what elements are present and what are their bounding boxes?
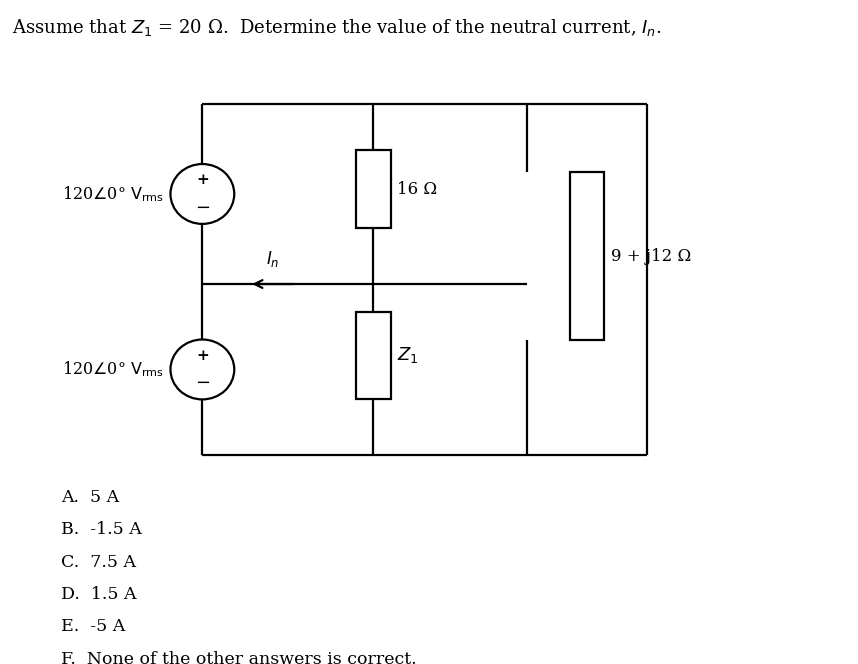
Text: Assume that $Z_1$ = 20 Ω.  Determine the value of the neutral current, $I_n$.: Assume that $Z_1$ = 20 Ω. Determine the … [12,17,662,38]
Text: 9 + j12 Ω: 9 + j12 Ω [611,248,692,264]
Text: C.  7.5 A: C. 7.5 A [61,554,136,570]
Text: D.  1.5 A: D. 1.5 A [61,586,136,603]
Text: −: − [195,199,210,216]
Text: E.  -5 A: E. -5 A [61,618,125,635]
Text: −: − [195,374,210,392]
Text: $Z_1$: $Z_1$ [397,345,419,365]
Ellipse shape [171,339,234,400]
Text: B.  -1.5 A: B. -1.5 A [61,521,142,539]
Text: A.  5 A: A. 5 A [61,489,119,506]
Text: $I_n$: $I_n$ [266,248,280,268]
Text: F.  None of the other answers is correct.: F. None of the other answers is correct. [61,651,417,664]
Text: 120$\angle$0° $\mathrm{V_{rms}}$: 120$\angle$0° $\mathrm{V_{rms}}$ [62,184,164,204]
Text: 16 Ω: 16 Ω [397,181,438,198]
Text: +: + [196,349,208,363]
Bar [570,172,604,340]
Bar [356,151,390,228]
Text: +: + [196,173,208,187]
Ellipse shape [171,164,234,224]
Bar [356,312,390,399]
Text: 120$\angle$0° $\mathrm{V_{rms}}$: 120$\angle$0° $\mathrm{V_{rms}}$ [62,360,164,379]
